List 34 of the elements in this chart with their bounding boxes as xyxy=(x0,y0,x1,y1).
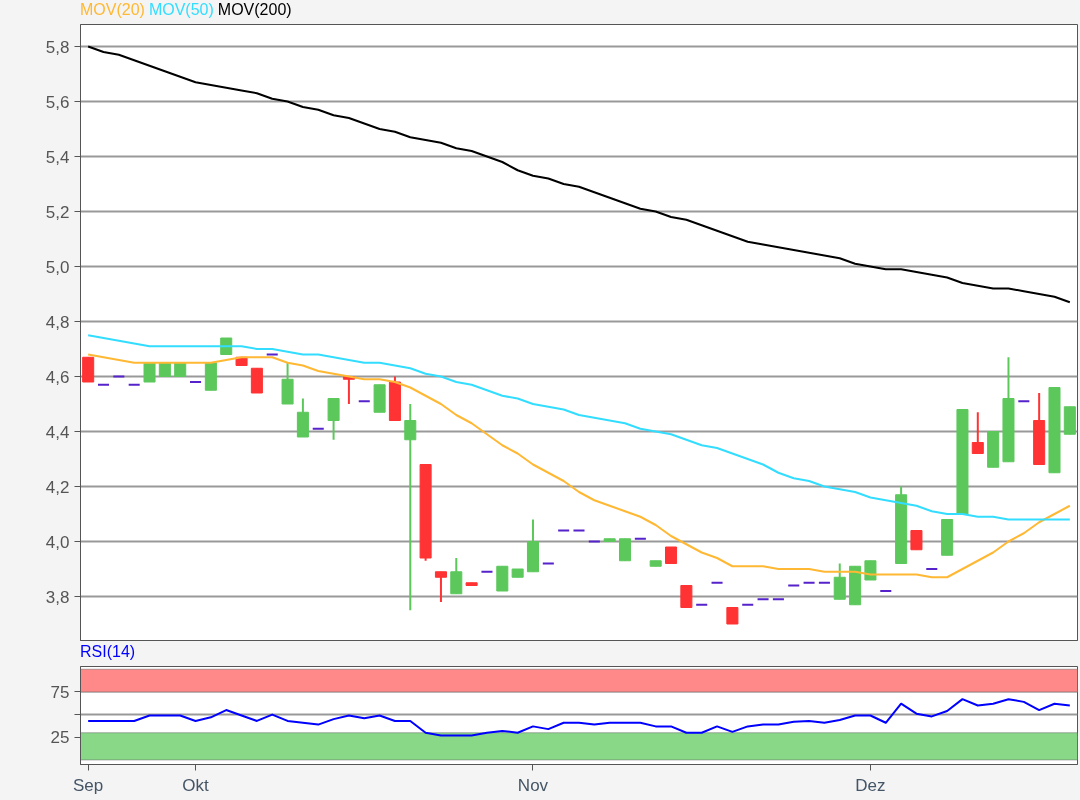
y-tick-label: 3,8 xyxy=(45,587,70,607)
x-tick-label: Dez xyxy=(855,775,886,795)
text: MOV(50) xyxy=(148,1,214,18)
x-tick-label: Okt xyxy=(182,775,210,795)
y-tick-label: 4,8 xyxy=(45,312,70,332)
x-tick-label: Sep xyxy=(73,775,104,795)
candlestick xyxy=(833,562,846,601)
candlestick xyxy=(404,403,417,612)
candlestick xyxy=(910,529,923,551)
y-tick-label: 4,6 xyxy=(45,367,70,387)
candlestick xyxy=(327,397,340,441)
text: MOV(200) xyxy=(217,1,292,18)
y-tick-label: 5,2 xyxy=(45,202,70,222)
y-tick-label: 25 xyxy=(50,728,70,748)
text: RSI(14) xyxy=(80,643,136,660)
candlestick xyxy=(450,557,463,595)
candlestick xyxy=(434,570,447,603)
y-tick-label: 5,0 xyxy=(45,257,70,277)
candlestick xyxy=(971,411,984,455)
line-series xyxy=(87,334,1071,521)
candlestick xyxy=(680,585,693,608)
y-tick-label: 4,2 xyxy=(45,477,70,497)
line-series xyxy=(87,45,1071,304)
y-tick-label: 4,4 xyxy=(45,422,70,442)
line-series xyxy=(87,353,1071,579)
y-tick-label: 75 xyxy=(50,682,70,702)
y-tick-label: 5,6 xyxy=(45,92,70,112)
y-tick-label: 5,8 xyxy=(45,37,70,57)
y-tick-label: 5,4 xyxy=(45,147,70,167)
y-tick-label: 4,0 xyxy=(45,532,70,552)
text: MOV(20) xyxy=(80,1,145,18)
x-tick-label: Nov xyxy=(517,775,549,795)
candlestick xyxy=(618,537,632,562)
line-series xyxy=(87,698,1071,737)
